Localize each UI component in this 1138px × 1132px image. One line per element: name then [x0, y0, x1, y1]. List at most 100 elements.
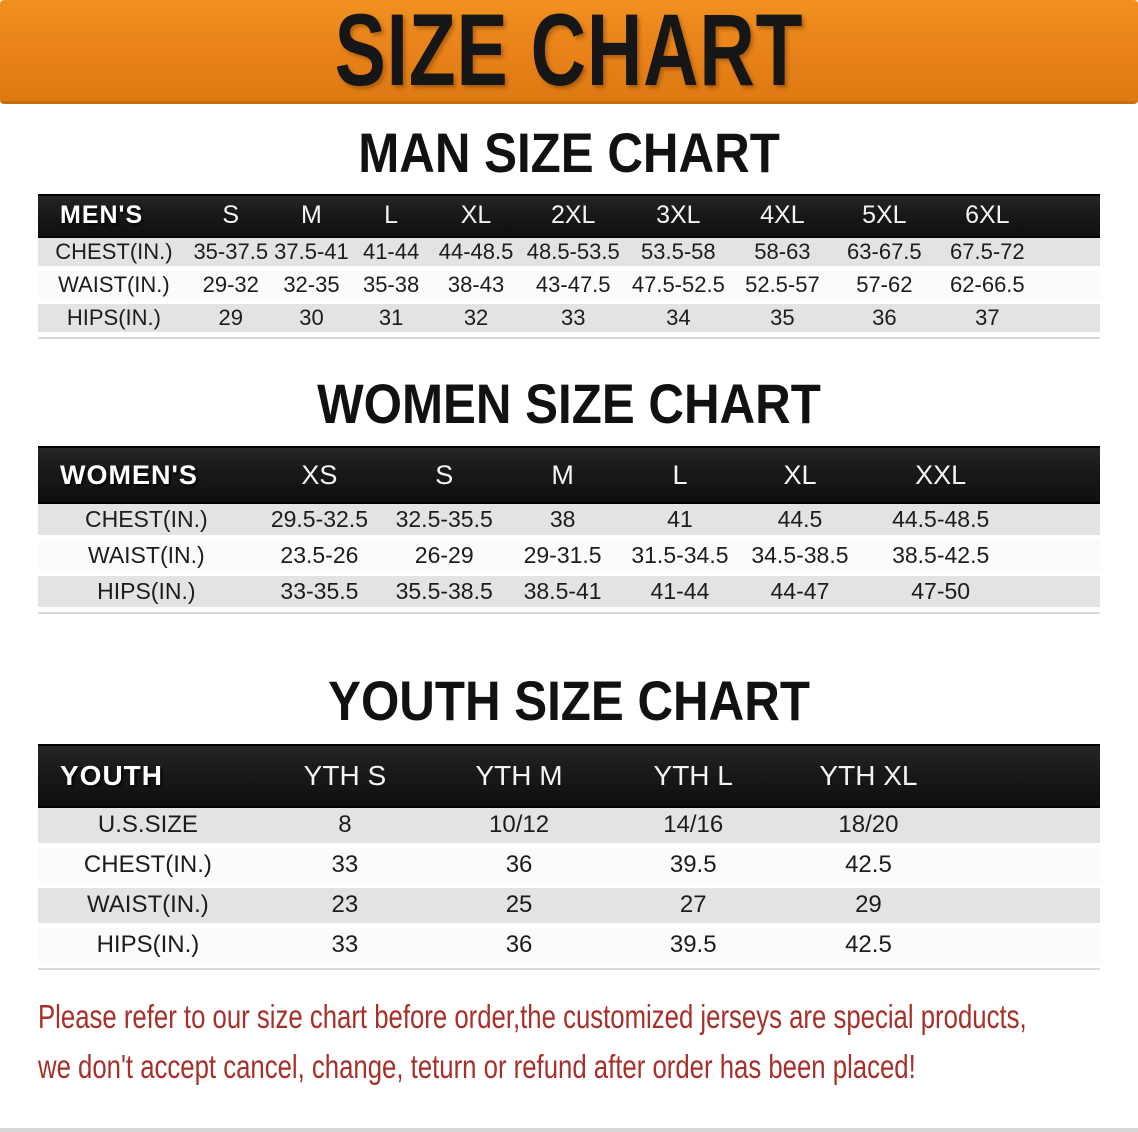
women-section-heading: WOMEN SIZE CHART	[317, 371, 821, 435]
size-value-cell: 33	[257, 847, 432, 888]
row-filler-cell	[956, 887, 1100, 928]
table-header-label: MEN'S	[38, 193, 190, 238]
size-value-cell: 33	[521, 303, 626, 337]
size-value-cell: 25	[431, 887, 607, 928]
table-row: WAIST(IN.) 29-32 32-35 35-38 38-43 43-47.5 47.…	[38, 270, 1100, 304]
size-value-cell: 23	[257, 887, 432, 928]
size-value-cell: 31	[351, 303, 431, 337]
row-filler-cell	[1039, 270, 1100, 304]
row-label: HIPS(IN.)	[38, 576, 255, 613]
size-value-cell: 67.5-72	[935, 237, 1040, 271]
size-value-cell: 44-48.5	[430, 237, 522, 271]
size-value-cell: 31.5-34.5	[621, 540, 739, 577]
size-value-cell: 48.5-53.5	[521, 237, 626, 271]
size-value-cell: 29-31.5	[504, 540, 622, 577]
size-value-cell: 41	[621, 504, 739, 541]
size-value-cell: 36	[833, 303, 936, 337]
table-row: CHEST(IN.) 35-37.5 37.5-41 41-44 44-48.5 48.5…	[38, 237, 1100, 271]
row-label: CHEST(IN.)	[38, 237, 190, 271]
row-label: WAIST(IN.)	[38, 887, 258, 928]
size-table-header-row: WOMEN'S XS S M L XL XXL	[38, 446, 1100, 505]
size-value-cell: 39.5	[606, 927, 781, 968]
size-value-cell: 36	[431, 847, 607, 888]
size-value-cell: 47.5-52.5	[625, 270, 732, 304]
bottom-edge-strip	[0, 1128, 1138, 1132]
men-size-table: MEN'S S M L XL 2XL 3XL 4XL 5XL 6XL CHEST(IN.) 35-37…	[38, 193, 1100, 339]
header-filler-cell	[1020, 446, 1100, 505]
size-value-cell: 52.5-57	[731, 270, 834, 304]
size-value-cell: 35.5-38.5	[384, 576, 505, 613]
size-column-header: M	[271, 193, 352, 238]
size-chart-content: MAN SIZE CHART MEN'S S M L XL 2XL 3XL 4XL 5XL 6XL…	[0, 122, 1138, 970]
size-value-cell: 33	[257, 927, 432, 968]
size-value-cell: 38.5-42.5	[861, 540, 1021, 577]
size-table-header-row: MEN'S S M L XL 2XL 3XL 4XL 5XL 6XL	[38, 193, 1100, 238]
size-column-header: S	[384, 446, 505, 505]
row-label: HIPS(IN.)	[38, 303, 190, 337]
size-column-header: XXL	[861, 446, 1021, 505]
size-column-header: L	[621, 446, 739, 505]
size-value-cell: 42.5	[780, 927, 957, 968]
row-label: WAIST(IN.)	[38, 270, 190, 304]
footer-note-line2: we don't accept cancel, change, teturn o…	[38, 1047, 916, 1085]
size-value-cell: 53.5-58	[625, 237, 732, 271]
size-value-cell: 35-38	[351, 270, 431, 304]
size-column-header: XS	[254, 446, 385, 505]
size-value-cell: 30	[271, 303, 352, 337]
size-value-cell: 29	[189, 303, 272, 337]
size-value-cell: 41-44	[621, 576, 739, 613]
row-filler-cell	[956, 807, 1100, 848]
size-column-header: 4XL	[731, 193, 834, 238]
header-filler-cell	[1039, 193, 1100, 238]
size-value-cell: 38-43	[430, 270, 522, 304]
row-label: CHEST(IN.)	[38, 847, 258, 888]
row-filler-cell	[1020, 504, 1100, 541]
section-women: WOMEN SIZE CHART WOMEN'S XS S M L XL XXL CHEST(…	[38, 371, 1100, 615]
size-value-cell: 37.5-41	[271, 237, 352, 271]
size-value-cell: 8	[257, 807, 432, 848]
size-value-cell: 14/16	[606, 807, 781, 848]
row-label: U.S.SIZE	[38, 807, 258, 848]
size-column-header: M	[504, 446, 622, 505]
size-value-cell: 29-32	[189, 270, 272, 304]
youth-size-table: YOUTH YTH S YTH M YTH L YTH XL U.S.SIZE 8 10/12…	[38, 743, 1100, 970]
size-value-cell: 63-67.5	[833, 237, 936, 271]
size-value-cell: 32.5-35.5	[384, 504, 505, 541]
size-column-header: XL	[430, 193, 522, 238]
youth-section-heading: YOUTH SIZE CHART	[328, 669, 810, 733]
size-value-cell: 44-47	[738, 576, 862, 613]
size-value-cell: 27	[606, 887, 781, 928]
size-value-cell: 39.5	[606, 847, 781, 888]
size-value-cell: 34	[625, 303, 732, 337]
header-filler-cell	[956, 743, 1100, 808]
size-value-cell: 10/12	[431, 807, 607, 848]
table-row: HIPS(IN.) 33 36 39.5 42.5	[38, 927, 1100, 968]
row-label: HIPS(IN.)	[38, 927, 258, 968]
size-column-header: YTH XL	[780, 743, 957, 808]
size-value-cell: 44.5	[738, 504, 862, 541]
table-row: HIPS(IN.) 33-35.5 35.5-38.5 38.5-41 41-44 44-…	[38, 576, 1100, 613]
row-filler-cell	[1039, 237, 1100, 271]
size-column-header: 6XL	[935, 193, 1040, 238]
size-value-cell: 32-35	[271, 270, 352, 304]
size-column-header: YTH M	[431, 743, 607, 808]
size-value-cell: 23.5-26	[254, 540, 385, 577]
size-value-cell: 32	[430, 303, 522, 337]
size-value-cell: 34.5-38.5	[738, 540, 862, 577]
size-value-cell: 44.5-48.5	[861, 504, 1021, 541]
row-filler-cell	[1020, 576, 1100, 613]
table-row: WAIST(IN.) 23 25 27 29	[38, 887, 1100, 928]
row-label: WAIST(IN.)	[38, 540, 255, 577]
table-row: HIPS(IN.) 29 30 31 32 33 34 35 36 37	[38, 303, 1100, 337]
footer-note-line1: Please refer to our size chart before or…	[38, 997, 1027, 1035]
size-value-cell: 26-29	[384, 540, 505, 577]
size-value-cell: 62-66.5	[935, 270, 1040, 304]
row-filler-cell	[956, 847, 1100, 888]
row-label: CHEST(IN.)	[38, 504, 255, 541]
size-value-cell: 43-47.5	[521, 270, 626, 304]
size-value-cell: 36	[431, 927, 607, 968]
table-row: CHEST(IN.) 29.5-32.5 32.5-35.5 38 41 44.5 44.5…	[38, 504, 1100, 541]
size-value-cell: 37	[935, 303, 1040, 337]
size-column-header: XL	[738, 446, 862, 505]
size-value-cell: 42.5	[780, 847, 957, 888]
